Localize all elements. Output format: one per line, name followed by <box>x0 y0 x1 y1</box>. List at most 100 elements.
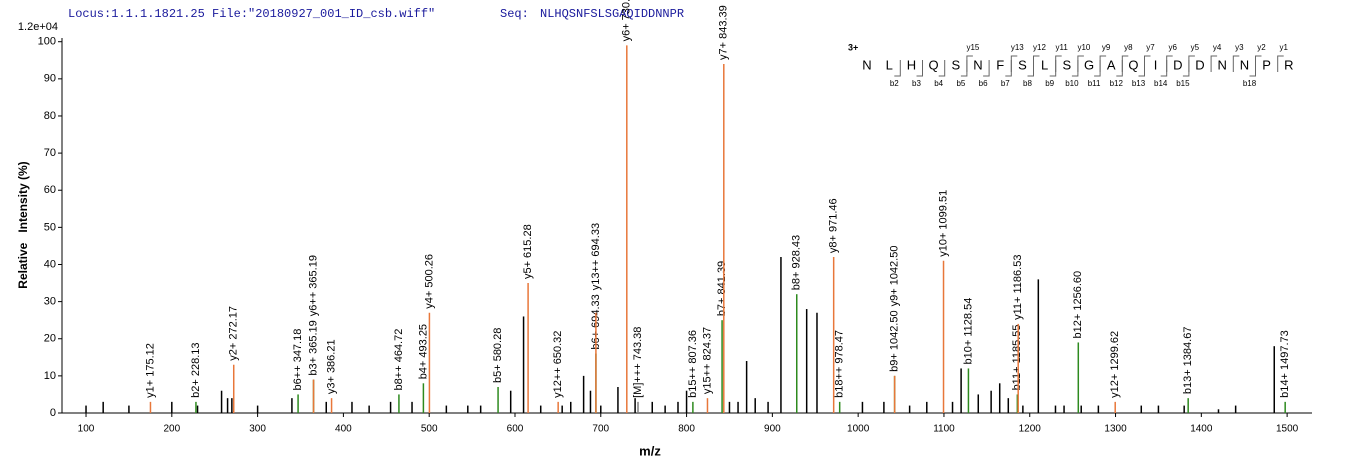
peak-label: [M]+++ 743.38 <box>632 327 644 398</box>
b-ion-label: b9 <box>1045 79 1054 88</box>
y-bracket <box>1166 55 1173 72</box>
b-bracket <box>1027 60 1034 77</box>
y-bracket <box>1033 55 1040 72</box>
y-ion-label: y11 <box>1056 43 1069 52</box>
y-tick-label: 70 <box>44 147 56 159</box>
b-bracket <box>960 60 968 77</box>
peak-label: b14+ 1497.73 <box>1279 330 1291 398</box>
peak-label: b7+ 841.39 <box>716 261 728 316</box>
y-tick-label: 80 <box>44 110 56 122</box>
peak-label: y6+ 730.33 <box>621 0 633 41</box>
b-bracket <box>1049 60 1057 77</box>
residue: H <box>907 57 916 72</box>
x-tick-label: 600 <box>507 424 524 435</box>
y-tick-label: 50 <box>44 221 56 233</box>
y-bracket <box>1232 55 1240 72</box>
peak-label: y7+ 843.39 <box>718 5 730 60</box>
residue: R <box>1284 57 1293 72</box>
b-bracket <box>894 60 901 77</box>
b-ion-label: b6 <box>979 79 988 88</box>
peak-label: b8++ 464.72 <box>393 329 405 391</box>
b-ion-label: b15 <box>1176 79 1190 88</box>
y-ion-label: y10 <box>1077 43 1090 52</box>
peak-label: y3+ 386.21 <box>325 339 337 394</box>
b-ion-label: b10 <box>1065 79 1079 88</box>
peak-label: y15++ 824.37 <box>701 327 713 394</box>
x-tick-label: 1300 <box>1104 424 1127 435</box>
y-ion-label: y7 <box>1146 43 1155 52</box>
residue: S <box>951 57 960 72</box>
peak-label: b12+ 1256.60 <box>1072 271 1084 339</box>
y-ion-label: y5 <box>1191 43 1200 52</box>
b-ion-label: b12 <box>1110 79 1124 88</box>
y-bracket <box>1255 55 1262 72</box>
peak-label: b5+ 580.28 <box>492 328 504 383</box>
y-ion-label: y3 <box>1235 43 1244 52</box>
b-bracket <box>938 60 946 77</box>
y-bracket <box>1010 55 1018 72</box>
y-ion-label: y6 <box>1168 43 1177 52</box>
residue: N <box>973 57 982 72</box>
b-bracket <box>1005 60 1012 77</box>
y-bracket <box>1210 55 1218 72</box>
sequence: NLHQSNFSLSGAQIDDNNPR <box>540 7 684 21</box>
b-bracket <box>916 60 923 77</box>
b-ion-label: b5 <box>956 79 965 88</box>
residue: Q <box>1128 57 1138 72</box>
peak-label: y11+ 1186.53 <box>1012 255 1024 320</box>
peak-label: b10+ 1128.54 <box>962 298 974 365</box>
x-tick-label: 1000 <box>847 424 870 435</box>
peak-label: y12+ 1299.62 <box>1109 331 1121 398</box>
b-ion-label: b13 <box>1132 79 1146 88</box>
residue: N <box>1240 57 1249 72</box>
y-tick-label: 10 <box>44 370 56 382</box>
peak-label: y8+ 971.46 <box>828 198 840 253</box>
residue: S <box>1062 57 1071 72</box>
scale-label: 1.2e+04 <box>18 21 58 33</box>
peak-label: y2+ 272.17 <box>228 306 240 361</box>
residue: P <box>1262 57 1271 72</box>
y-tick-label: 0 <box>50 407 56 419</box>
residue: Q <box>929 57 939 72</box>
b-bracket <box>1160 60 1168 77</box>
y-ion-label: y9 <box>1102 43 1111 52</box>
y-axis-label: Relative Intensity (%) <box>16 161 30 288</box>
b-ion-label: b2 <box>890 79 899 88</box>
header: Locus:1.1.1.1821.25 File:"20180927_001_I… <box>68 7 435 21</box>
x-tick-label: 800 <box>678 424 695 435</box>
b-bracket <box>1249 60 1256 77</box>
residue: S <box>1018 57 1027 72</box>
peak-label: b6++ 347.18 <box>292 329 304 391</box>
y-tick-label: 40 <box>44 258 56 270</box>
residue: G <box>1084 57 1094 72</box>
y-ion-label: y8 <box>1124 43 1133 52</box>
y-bracket <box>966 55 973 72</box>
y-ion-label: y4 <box>1213 43 1222 52</box>
y-bracket <box>1277 55 1284 72</box>
b-ion-label: b4 <box>934 79 943 88</box>
peak-label: b15++ 807.36 <box>687 330 699 398</box>
b-ion-label: b14 <box>1154 79 1168 88</box>
b-ion-label: b11 <box>1088 79 1101 88</box>
peak-label: y10+ 1099.51 <box>937 190 949 257</box>
residue: D <box>1173 57 1182 72</box>
residue: N <box>862 57 871 72</box>
peak-label: y9+ 1042.50 <box>889 246 901 307</box>
b-bracket <box>1182 60 1190 77</box>
x-tick-label: 900 <box>764 424 781 435</box>
charge: 3+ <box>848 42 858 52</box>
peak-label: y13++ 694.33 <box>590 223 602 290</box>
residue: N <box>1218 57 1227 72</box>
residue: D <box>1195 57 1204 72</box>
b-ion-label: b3 <box>912 79 921 88</box>
y-bracket <box>1055 55 1062 72</box>
residue: I <box>1154 57 1158 72</box>
residue: L <box>1041 57 1048 72</box>
y-bracket <box>1188 55 1195 72</box>
peak-label: y6++ 365.19 <box>307 255 319 316</box>
peak-label: b11+ 1185.55 <box>1011 324 1023 390</box>
y-tick-label: 100 <box>38 36 56 48</box>
y-ion-label: y13 <box>1011 43 1024 52</box>
y-tick-label: 90 <box>44 73 56 85</box>
